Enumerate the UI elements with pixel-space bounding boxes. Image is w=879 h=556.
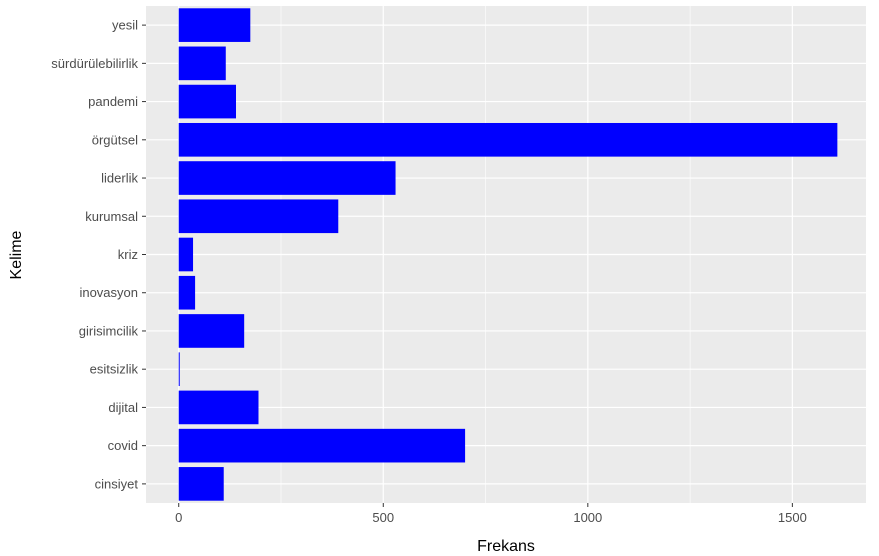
x-axis: 0 500 1000 1500	[175, 503, 807, 525]
x-tick-label: 500	[372, 510, 394, 525]
y-tick-label: cinsiyet	[95, 476, 139, 491]
x-tick-label: 1500	[778, 510, 807, 525]
y-tick-label: yesil	[112, 18, 138, 33]
y-tick-label: girisimcilik	[79, 323, 139, 338]
bar-girisimcilik	[178, 314, 245, 348]
x-tick-label: 1000	[573, 510, 602, 525]
y-tick-label: pandemi	[88, 94, 138, 109]
bar-pandemi	[178, 84, 236, 119]
y-tick-label: kurumsal	[85, 209, 138, 224]
x-tick-label: 0	[175, 510, 182, 525]
bar-yesil	[178, 8, 251, 42]
bar-covid	[178, 428, 466, 463]
y-tick-label: örgütsel	[92, 132, 138, 147]
y-tick-label: covid	[108, 438, 138, 453]
x-axis-title: Frekans	[477, 538, 535, 555]
y-tick-label: inovasyon	[79, 285, 138, 300]
bar-inovasyon	[178, 275, 196, 310]
y-axis-title: Kelime	[8, 230, 25, 279]
bars	[178, 8, 838, 501]
bar-sürdürülebilirlik	[178, 46, 226, 81]
bar-dijital	[178, 390, 259, 425]
y-tick-label: sürdürülebilirlik	[51, 56, 138, 71]
bar-cinsiyet	[178, 467, 224, 501]
y-tick-label: liderlik	[101, 171, 138, 186]
y-tick-label: esitsizlik	[90, 362, 139, 377]
y-tick-label: kriz	[118, 247, 138, 262]
bar-örgütsel	[178, 122, 838, 157]
bar-liderlik	[178, 161, 396, 195]
y-axis: yesil sürdürülebilirlik pandemi örgütsel lid…	[51, 18, 146, 491]
y-tick-label: dijital	[108, 400, 138, 415]
bar-kriz	[178, 237, 194, 272]
bar-kurumsal	[178, 199, 339, 234]
bar-esitsizlik	[178, 352, 180, 387]
